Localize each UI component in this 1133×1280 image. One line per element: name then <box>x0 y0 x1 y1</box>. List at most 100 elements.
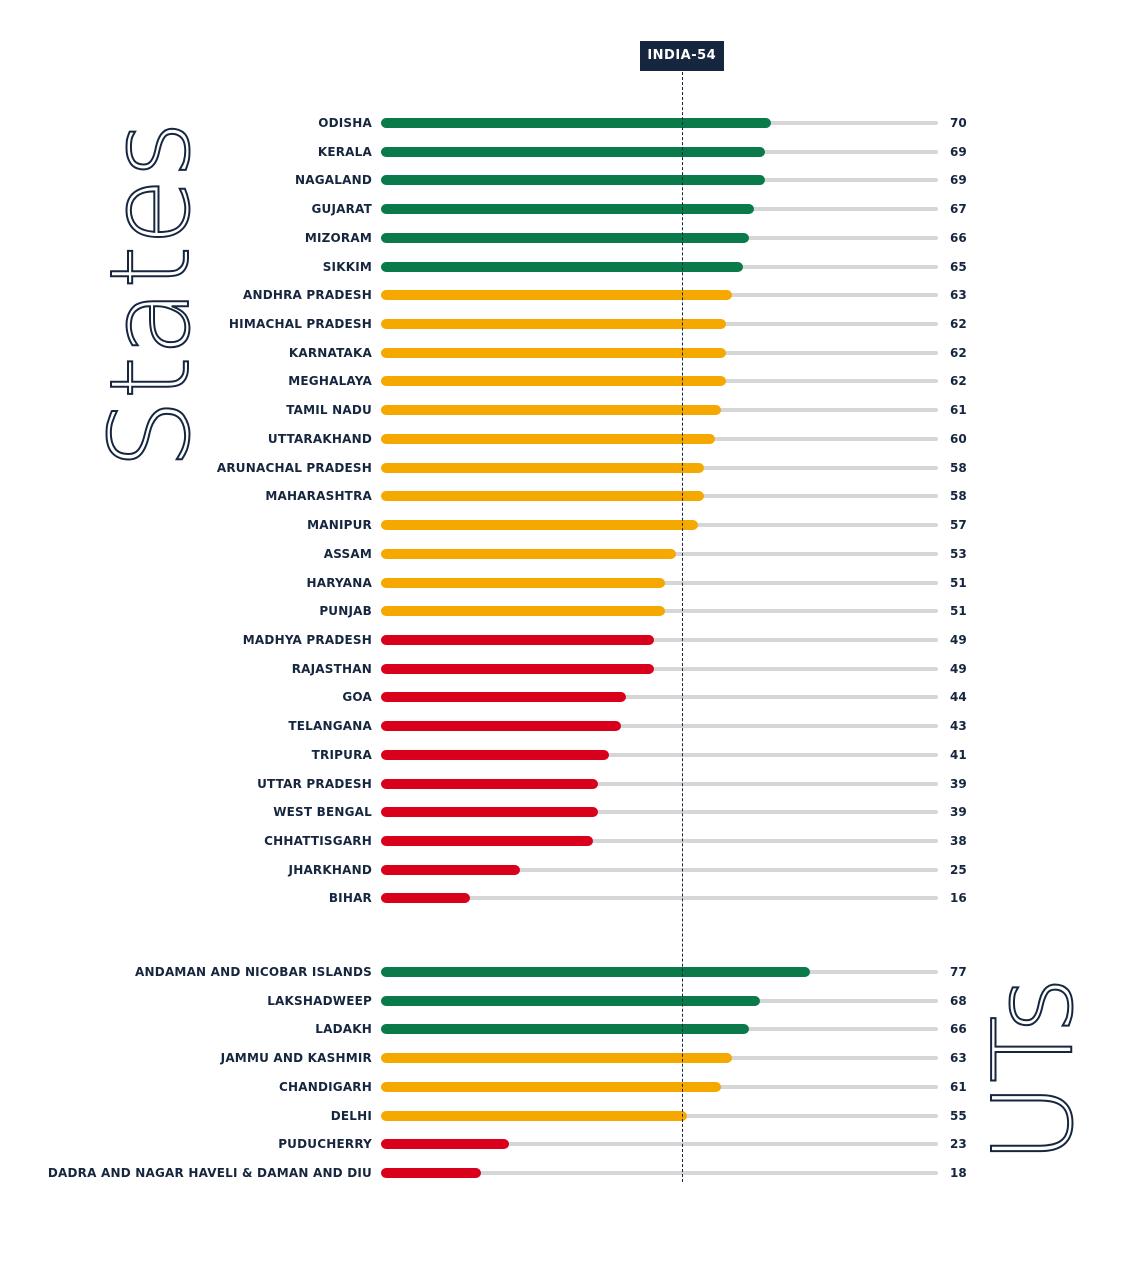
bar-label: NAGALAND <box>294 173 372 188</box>
india-reference-line <box>681 72 683 1182</box>
bar-row: UTTAR PRADESH 39 <box>0 777 1133 791</box>
bar-label: GOA <box>342 690 372 705</box>
value-label: 65 <box>950 259 967 274</box>
bar <box>381 319 727 330</box>
value-label: 63 <box>950 288 967 303</box>
bar-label: PUDUCHERRY <box>278 1137 372 1152</box>
bar-track <box>381 752 938 757</box>
bar-row: MEGHALAYA 62 <box>0 374 1133 388</box>
bar-label: SIKKIM <box>322 259 372 274</box>
value-label: 67 <box>950 202 967 217</box>
bar-label: MEGHALAYA <box>288 374 372 389</box>
bar-label: ODISHA <box>318 116 372 130</box>
bar <box>381 606 666 617</box>
bar <box>381 836 593 846</box>
bar-row: GOA 44 <box>0 690 1133 704</box>
value-label: 66 <box>950 230 967 245</box>
bar-row: ASSAM 53 <box>0 547 1133 561</box>
bar <box>381 462 705 473</box>
value-label: 66 <box>950 1022 967 1037</box>
bar-row: MIZORAM 66 <box>0 231 1133 245</box>
bar-track <box>381 1171 938 1176</box>
bar-row: BIHAR 16 <box>0 891 1133 905</box>
bar-row: MANIPUR 57 <box>0 518 1133 532</box>
bar-label: ARUNACHAL PRADESH <box>216 460 372 475</box>
bar-label: TRIPURA <box>311 747 372 762</box>
bar-label: JHARKHAND <box>288 862 372 877</box>
bar <box>381 721 621 732</box>
bar-row: GUJARAT 67 <box>0 202 1133 216</box>
bar <box>381 433 716 444</box>
bar-label: WEST BENGAL <box>273 805 372 820</box>
value-label: 57 <box>950 518 967 533</box>
bar <box>381 893 471 904</box>
bar-track <box>381 839 938 843</box>
bar <box>381 1024 749 1035</box>
bar-label: MAHARASHTRA <box>265 489 372 504</box>
value-label: 61 <box>950 1079 967 1094</box>
value-label: 58 <box>950 460 967 475</box>
bar <box>381 634 654 645</box>
bar <box>381 548 677 559</box>
bar-row: CHHATTISGARH 38 <box>0 834 1133 848</box>
value-label: 49 <box>950 661 967 676</box>
bar-row: CHANDIGARH 61 <box>0 1080 1133 1094</box>
bar <box>381 1168 482 1179</box>
value-label: 39 <box>950 776 967 791</box>
value-label: 25 <box>950 862 967 877</box>
bar <box>381 864 521 875</box>
value-label: 62 <box>950 345 967 360</box>
bar <box>381 692 627 703</box>
bar-row: ARUNACHAL PRADESH 58 <box>0 461 1133 475</box>
value-label: 69 <box>950 173 967 188</box>
bar <box>381 1110 688 1121</box>
value-label: 23 <box>950 1137 967 1152</box>
value-label: 58 <box>950 489 967 504</box>
bar-label: MIZORAM <box>304 230 372 245</box>
bar-label: TAMIL NADU <box>286 403 372 418</box>
bar-row: PUNJAB 51 <box>0 604 1133 618</box>
value-label: 68 <box>950 993 967 1008</box>
bar-row: WEST BENGAL 39 <box>0 805 1133 819</box>
bar-row: NAGALAND 69 <box>0 173 1133 187</box>
bar-track <box>381 867 938 872</box>
bar <box>381 146 766 157</box>
bar-row: JHARKHAND 25 <box>0 863 1133 877</box>
bar-label: HIMACHAL PRADESH <box>228 317 372 332</box>
bar-row: DADRA AND NAGAR HAVELI & DAMAN AND DIU 18 <box>0 1166 1133 1180</box>
bar-row: TELANGANA 43 <box>0 719 1133 733</box>
value-label: 43 <box>950 719 967 734</box>
bar-row: RAJASTHAN 49 <box>0 662 1133 676</box>
value-label: 63 <box>950 1051 967 1066</box>
value-label: 62 <box>950 374 967 389</box>
value-label: 44 <box>950 690 967 705</box>
bar-label: KARNATAKA <box>288 345 372 360</box>
value-label: 70 <box>950 116 967 130</box>
bar-row: DELHI 55 <box>0 1109 1133 1123</box>
value-label: 16 <box>950 891 967 906</box>
bar-label: UTTARAKHAND <box>267 431 372 446</box>
bar-track <box>381 695 938 700</box>
bar-row: LAKSHADWEEP 68 <box>0 994 1133 1008</box>
bar <box>381 995 760 1006</box>
bar-row: MAHARASHTRA 58 <box>0 489 1133 503</box>
bar-label: DELHI <box>330 1108 372 1123</box>
value-label: 18 <box>950 1166 967 1181</box>
bar <box>381 1053 732 1064</box>
bar-label: HARYANA <box>306 575 372 590</box>
value-label: 49 <box>950 632 967 647</box>
bar <box>381 118 771 128</box>
bar-track <box>381 724 938 729</box>
bar-row: SIKKIM 65 <box>0 260 1133 274</box>
bar <box>381 204 755 215</box>
bar-row: ODISHA 70 <box>0 116 1133 130</box>
bar-row: LADAKH 66 <box>0 1022 1133 1036</box>
bar-row: JAMMU AND KASHMIR 63 <box>0 1051 1133 1065</box>
bar-label: LADAKH <box>315 1022 372 1037</box>
bar <box>381 232 749 243</box>
bar <box>381 347 727 358</box>
bar-row: TAMIL NADU 61 <box>0 403 1133 417</box>
bar-label: BIHAR <box>328 891 372 906</box>
value-label: 61 <box>950 403 967 418</box>
bar <box>381 491 705 502</box>
